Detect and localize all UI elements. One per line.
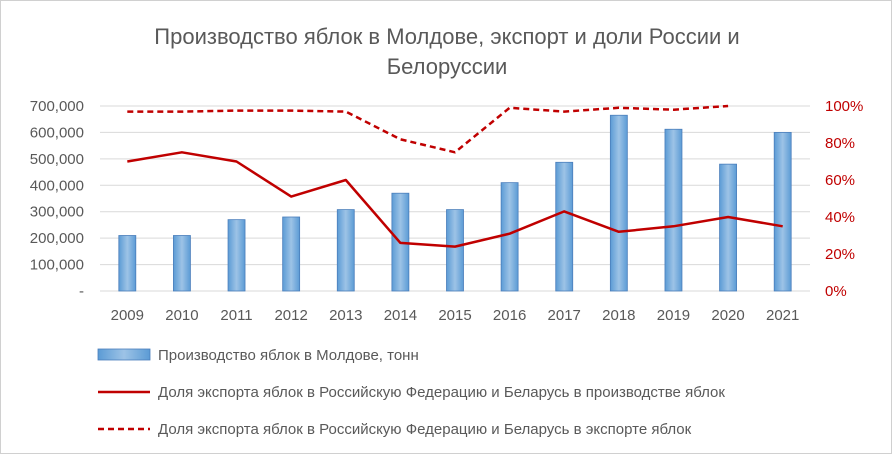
x-tick-label: 2010 [165, 307, 198, 324]
y-right-tick-label: 60% [825, 172, 855, 189]
x-tick-label: 2021 [766, 307, 799, 324]
bar [664, 128, 683, 292]
bar [336, 209, 355, 292]
chart-title-line-2: Белоруссии [387, 54, 508, 79]
y-right-tick-label: 100% [825, 98, 863, 115]
x-tick-label: 2009 [111, 307, 144, 324]
x-tick-label: 2014 [384, 307, 417, 324]
x-tick-label: 2020 [711, 307, 744, 324]
y-left-tick-label: 200,000 [30, 230, 84, 247]
y-right-tick-label: 80% [825, 135, 855, 152]
chart-title-line-1: Производство яблок в Молдове, экспорт и … [154, 24, 739, 49]
y-left-tick-label: 500,000 [30, 151, 84, 168]
legend-label: Производство яблок в Молдове, тонн [158, 347, 419, 364]
y-left-tick-label: 600,000 [30, 124, 84, 141]
y-left-tick-label: 700,000 [30, 98, 84, 115]
y-axis-left: - 100,000 200,000 300,000 400,000 500,000 600,… [30, 98, 84, 300]
y-left-tick-label: 400,000 [30, 177, 84, 194]
x-tick-label: 2012 [274, 307, 307, 324]
x-tick-label: 2013 [329, 307, 362, 324]
legend-label: Доля экспорта яблок в Российскую Федерац… [158, 384, 725, 401]
x-tick-label: 2011 [220, 307, 252, 324]
bar [773, 132, 792, 292]
x-tick-label: 2017 [548, 307, 581, 324]
legend: Производство яблок в Молдове, тонн Доля э… [97, 347, 725, 438]
y-axis-right: 0% 20% 40% 60% 80% 100% [825, 98, 863, 300]
x-axis: 2009 2010 2011 2012 2013 2014 2015 2016 2017 2018… [111, 307, 800, 324]
legend-swatch-bar [97, 348, 151, 361]
series-line-solid [127, 151, 783, 248]
y-right-tick-label: 40% [825, 209, 855, 226]
bar [555, 161, 574, 292]
x-tick-label: 2018 [602, 307, 635, 324]
bar [500, 182, 519, 292]
bar [719, 163, 737, 292]
line-series [127, 104, 783, 248]
y-left-tick-label: 300,000 [30, 204, 84, 221]
x-tick-label: 2016 [493, 307, 526, 324]
y-right-tick-label: 20% [825, 246, 855, 263]
chart-title: Производство яблок в Молдове, экспорт и … [154, 24, 739, 79]
bar [609, 114, 628, 292]
bar [446, 209, 464, 292]
bar [173, 235, 191, 292]
bar [118, 235, 137, 292]
bar [282, 216, 301, 292]
y-left-tick-label: 100,000 [30, 257, 84, 274]
x-tick-label: 2015 [438, 307, 471, 324]
series-line-dashed [127, 104, 729, 154]
x-tick-label: 2019 [657, 307, 690, 324]
bar-series [118, 114, 792, 292]
legend-label: Доля экспорта яблок в Российскую Федерац… [158, 421, 692, 438]
y-right-tick-label: 0% [825, 283, 847, 300]
bar [227, 219, 246, 292]
y-left-tick-label: - [79, 283, 84, 300]
